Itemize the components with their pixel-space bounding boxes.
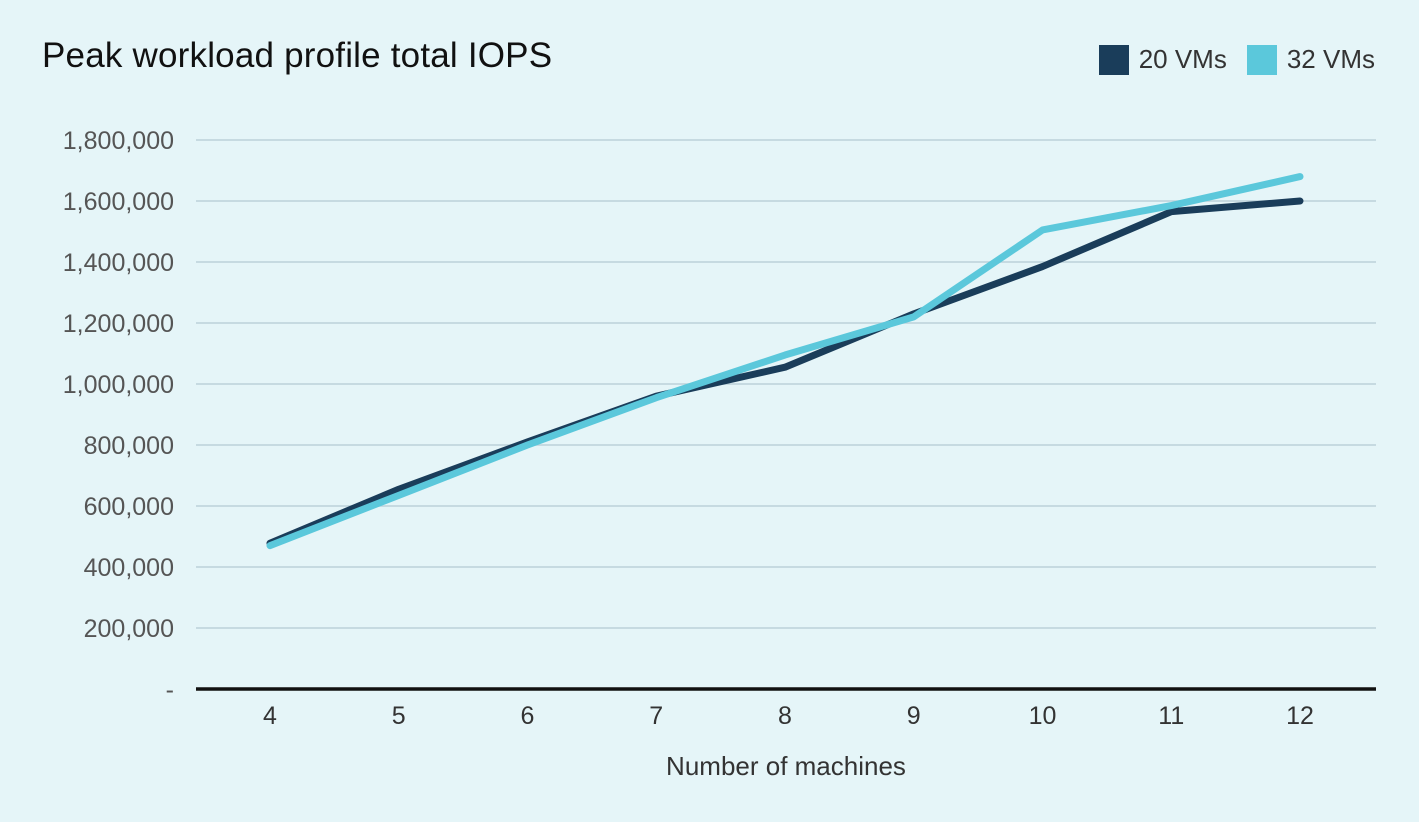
legend-swatch-20-vms (1098, 44, 1129, 75)
y-axis-ticks: - 200,000 400,000 600,000 800,000 1,000,000 1,… (63, 127, 174, 704)
legend-item-32-vms: 32 VMs (1246, 44, 1375, 75)
series-line-20-vms (266, 197, 1304, 547)
series-line-32-vms (266, 173, 1304, 550)
y-tick-label: - (166, 676, 174, 704)
y-tick-label: 1,000,000 (63, 371, 174, 399)
x-tick-label: 5 (392, 702, 406, 730)
legend-label-32-vms: 32 VMs (1286, 44, 1375, 74)
x-axis-ticks: 4 5 6 7 8 9 10 11 12 (263, 702, 1314, 730)
x-tick-label: 4 (263, 702, 277, 730)
y-tick-label: 1,600,000 (63, 188, 174, 216)
chart-legend: 20 VMs 32 VMs (1098, 44, 1375, 75)
x-tick-label: 8 (778, 702, 792, 730)
x-tick-label: 7 (649, 702, 663, 730)
gridlines (196, 139, 1376, 629)
x-axis-label: Number of machines (666, 751, 906, 781)
legend-label-20-vms: 20 VMs (1138, 44, 1227, 74)
series-lines (266, 173, 1304, 550)
chart-title: Peak workload profile total IOPS (42, 36, 553, 75)
y-tick-label: 400,000 (84, 554, 174, 582)
y-tick-label: 800,000 (84, 432, 174, 460)
x-tick-label: 10 (1029, 702, 1057, 730)
x-tick-label: 11 (1158, 702, 1184, 730)
x-tick-label: 12 (1286, 702, 1314, 730)
y-tick-label: 1,400,000 (63, 249, 174, 277)
y-tick-label: 600,000 (84, 493, 174, 521)
legend-swatch-32-vms (1246, 44, 1277, 75)
x-tick-label: 9 (907, 702, 921, 730)
legend-item-20-vms: 20 VMs (1098, 44, 1227, 75)
y-tick-label: 1,800,000 (63, 127, 174, 155)
x-tick-label: 6 (521, 702, 535, 730)
y-tick-label: 1,200,000 (63, 310, 174, 338)
y-tick-label: 200,000 (84, 615, 174, 643)
